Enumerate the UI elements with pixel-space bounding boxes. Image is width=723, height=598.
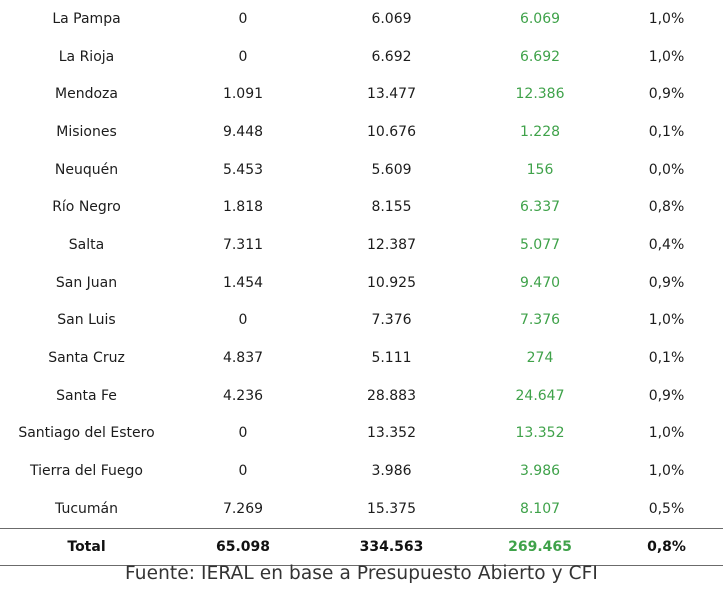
value-col3: 156 (526, 161, 554, 178)
value-col1: 1.454 (222, 274, 264, 291)
value-col2: 15.375 (367, 500, 416, 517)
table-row: Salta 7.311 12.387 5.077 0,4% (0, 226, 723, 264)
value-col4: 0,9% (648, 86, 685, 103)
table-row: Neuquén 5.453 5.609 156 0,0% (0, 151, 723, 189)
value-col3: 5.077 (519, 236, 561, 253)
value-col1: 9.448 (222, 123, 264, 140)
province-name: San Luis (57, 312, 116, 329)
value-col4: 0,0% (648, 161, 685, 178)
value-col1: 0 (238, 425, 248, 442)
value-col1: 7.311 (222, 236, 264, 253)
value-col2: 7.376 (371, 312, 412, 329)
value-col3: 1.228 (519, 123, 561, 140)
value-col4: 0,9% (648, 274, 685, 291)
value-col3: 12.386 (515, 86, 565, 103)
value-col3: 274 (526, 350, 554, 367)
value-col3: 13.352 (515, 425, 565, 442)
value-col4: 0,8% (648, 199, 685, 216)
value-col3: 3.986 (519, 463, 561, 480)
value-col2: 6.692 (371, 48, 412, 65)
value-col4: 1,0% (648, 10, 685, 27)
value-col2: 3.986 (371, 463, 412, 480)
value-col4: 0,5% (648, 500, 685, 517)
value-col4: 1,0% (648, 312, 685, 329)
table-row: Tucumán 7.269 15.375 8.107 0,5% (0, 490, 723, 528)
value-col1: 7.269 (222, 500, 264, 517)
province-name: Río Negro (52, 199, 121, 216)
value-col2: 5.111 (371, 350, 412, 367)
value-col1: 5.453 (222, 161, 264, 178)
table-row: Mendoza 1.091 13.477 12.386 0,9% (0, 75, 723, 113)
province-table-container: La Pampa 0 6.069 6.069 1,0% La Rioja 0 6… (0, 0, 723, 566)
value-col3: 9.470 (519, 274, 561, 291)
value-col2: 10.925 (367, 274, 416, 291)
total-col4: 0,8% (610, 527, 723, 566)
value-col3: 6.337 (519, 199, 561, 216)
table-row: Santiago del Estero 0 13.352 13.352 1,0% (0, 415, 723, 453)
total-col3: 269.465 (470, 527, 610, 566)
value-col2: 8.155 (371, 199, 412, 216)
table-body: La Pampa 0 6.069 6.069 1,0% La Rioja 0 6… (0, 0, 723, 566)
table-row: Santa Fe 4.236 28.883 24.647 0,9% (0, 377, 723, 415)
value-col4: 0,1% (648, 350, 685, 367)
total-row: Total 65.098 334.563 269.465 0,8% (0, 527, 723, 566)
table-row: Santa Cruz 4.837 5.111 274 0,1% (0, 339, 723, 377)
value-col3: 8.107 (519, 500, 561, 517)
value-col3: 6.692 (519, 48, 561, 65)
table-row: Misiones 9.448 10.676 1.228 0,1% (0, 113, 723, 151)
value-col2: 12.387 (367, 236, 416, 253)
source-caption: Fuente: IERAL en base a Presupuesto Abie… (125, 563, 598, 584)
province-name: Santa Cruz (48, 350, 125, 367)
value-col4: 0,4% (648, 236, 685, 253)
province-name: La Pampa (52, 10, 121, 27)
table-row: San Luis 0 7.376 7.376 1,0% (0, 302, 723, 340)
value-col4: 1,0% (648, 463, 685, 480)
province-name: Tucumán (55, 500, 118, 517)
value-col2: 13.352 (367, 425, 416, 442)
value-col4: 0,1% (648, 123, 685, 140)
table-row: Río Negro 1.818 8.155 6.337 0,8% (0, 188, 723, 226)
value-col1: 4.837 (222, 350, 264, 367)
table-row: Tierra del Fuego 0 3.986 3.986 1,0% (0, 452, 723, 490)
province-name: Santa Fe (56, 387, 117, 404)
province-name: Salta (68, 236, 105, 253)
total-label: Total (0, 527, 173, 566)
value-col1: 0 (238, 463, 248, 480)
value-col2: 5.609 (371, 161, 412, 178)
value-col2: 10.676 (367, 123, 416, 140)
province-name: Mendoza (55, 86, 118, 103)
value-col1: 1.091 (222, 86, 264, 103)
value-col3: 7.376 (519, 312, 561, 329)
value-col2: 13.477 (367, 86, 416, 103)
province-table: La Pampa 0 6.069 6.069 1,0% La Rioja 0 6… (0, 0, 723, 566)
province-name: Neuquén (54, 161, 119, 178)
table-row: La Pampa 0 6.069 6.069 1,0% (0, 0, 723, 38)
value-col2: 6.069 (371, 10, 412, 27)
province-name: San Juan (55, 274, 118, 291)
value-col3: 6.069 (519, 10, 561, 27)
table-row: La Rioja 0 6.692 6.692 1,0% (0, 38, 723, 76)
value-col1: 0 (238, 312, 248, 329)
value-col4: 1,0% (648, 48, 685, 65)
value-col3: 24.647 (515, 387, 565, 404)
province-name: La Rioja (58, 48, 115, 65)
value-col1: 0 (238, 10, 248, 27)
table-row: San Juan 1.454 10.925 9.470 0,9% (0, 264, 723, 302)
value-col1: 1.818 (222, 199, 264, 216)
value-col2: 28.883 (367, 387, 416, 404)
province-name: Tierra del Fuego (30, 463, 143, 480)
total-col1: 65.098 (173, 527, 313, 566)
province-name: Santiago del Estero (18, 425, 155, 442)
total-col2: 334.563 (313, 527, 470, 566)
value-col4: 1,0% (648, 425, 685, 442)
value-col1: 0 (238, 48, 248, 65)
value-col4: 0,9% (648, 387, 685, 404)
value-col1: 4.236 (222, 387, 264, 404)
province-name: Misiones (56, 123, 117, 140)
